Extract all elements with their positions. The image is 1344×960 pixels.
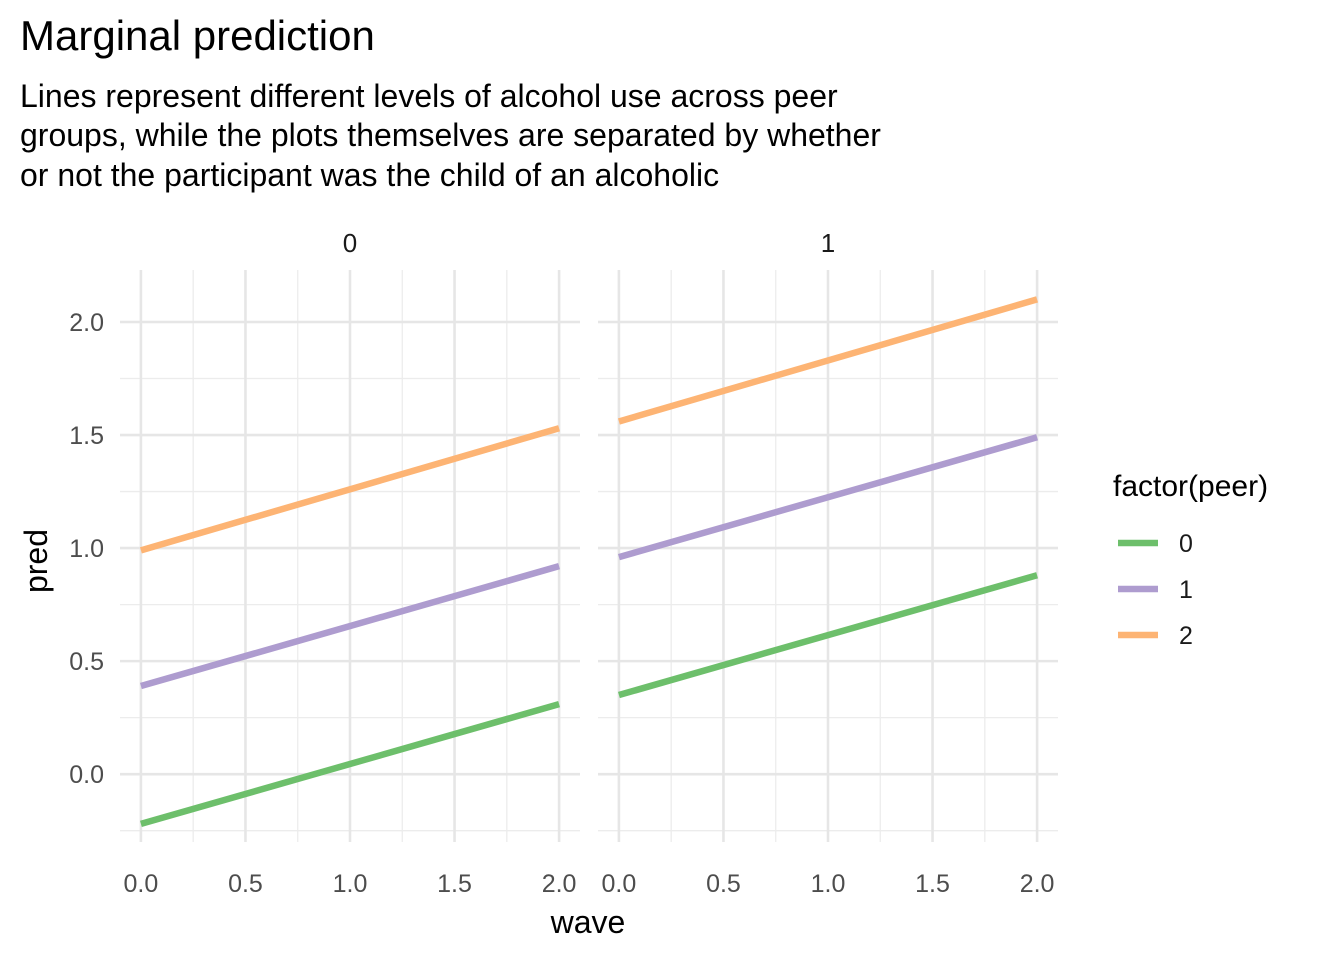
y-tick-label: 0.5 (69, 648, 104, 676)
x-tick-label: 2.0 (542, 870, 577, 898)
chart-subtitle-line-1: Lines represent different levels of alco… (20, 78, 838, 114)
legend-title: factor(peer) (1113, 470, 1268, 503)
x-tick-label: 2.0 (1020, 870, 1055, 898)
facet-strip-label: 0 (343, 228, 357, 258)
y-axis-title: pred (18, 529, 54, 593)
facet-panels: 0 0.0 0.5 1.0 1.5 2.0 0.0 0.5 1.0 1.5 2.0 1 0.0 0.5 1.… (69, 228, 1058, 898)
y-tick-label: 0.0 (69, 761, 104, 789)
series-line-peer-0 (140, 700, 560, 828)
x-tick-label: 0.5 (228, 870, 263, 898)
x-tick-label: 1.5 (437, 870, 472, 898)
facet-panel-1: 1 0.0 0.5 1.0 1.5 2.0 (598, 228, 1058, 898)
series-line-peer-2 (617, 296, 1039, 425)
x-axis-title: wave (550, 904, 626, 940)
legend-label-1: 1 (1179, 576, 1193, 604)
chart-title: Marginal prediction (20, 12, 375, 59)
x-tick-label: 1.0 (333, 870, 368, 898)
chart-subtitle-line-2: groups, while the plots themselves are s… (20, 117, 881, 153)
series-line-peer-0 (618, 572, 1038, 699)
x-tick-label: 1.0 (811, 870, 846, 898)
legend-label-2: 2 (1179, 622, 1193, 650)
facet-strip-label: 1 (821, 228, 835, 258)
chart-subtitle-line-3: or not the participant was the child of … (20, 157, 719, 193)
series-line-peer-2 (139, 425, 561, 554)
series-line-peer-1 (140, 563, 560, 690)
y-tick-label: 1.5 (69, 422, 104, 450)
y-tick-label: 2.0 (69, 309, 104, 337)
legend-label-0: 0 (1179, 530, 1193, 558)
x-tick-label: 0.0 (124, 870, 159, 898)
x-tick-label: 0.5 (706, 870, 741, 898)
legend: factor(peer) 0 1 2 (1113, 470, 1268, 650)
x-tick-label: 1.5 (915, 870, 950, 898)
x-tick-label: 0.0 (602, 870, 637, 898)
series-line-peer-1 (618, 434, 1038, 561)
facet-panel-0: 0 0.0 0.5 1.0 1.5 2.0 0.0 0.5 1.0 1.5 2.0 (69, 228, 580, 898)
y-tick-label: 1.0 (69, 535, 104, 563)
